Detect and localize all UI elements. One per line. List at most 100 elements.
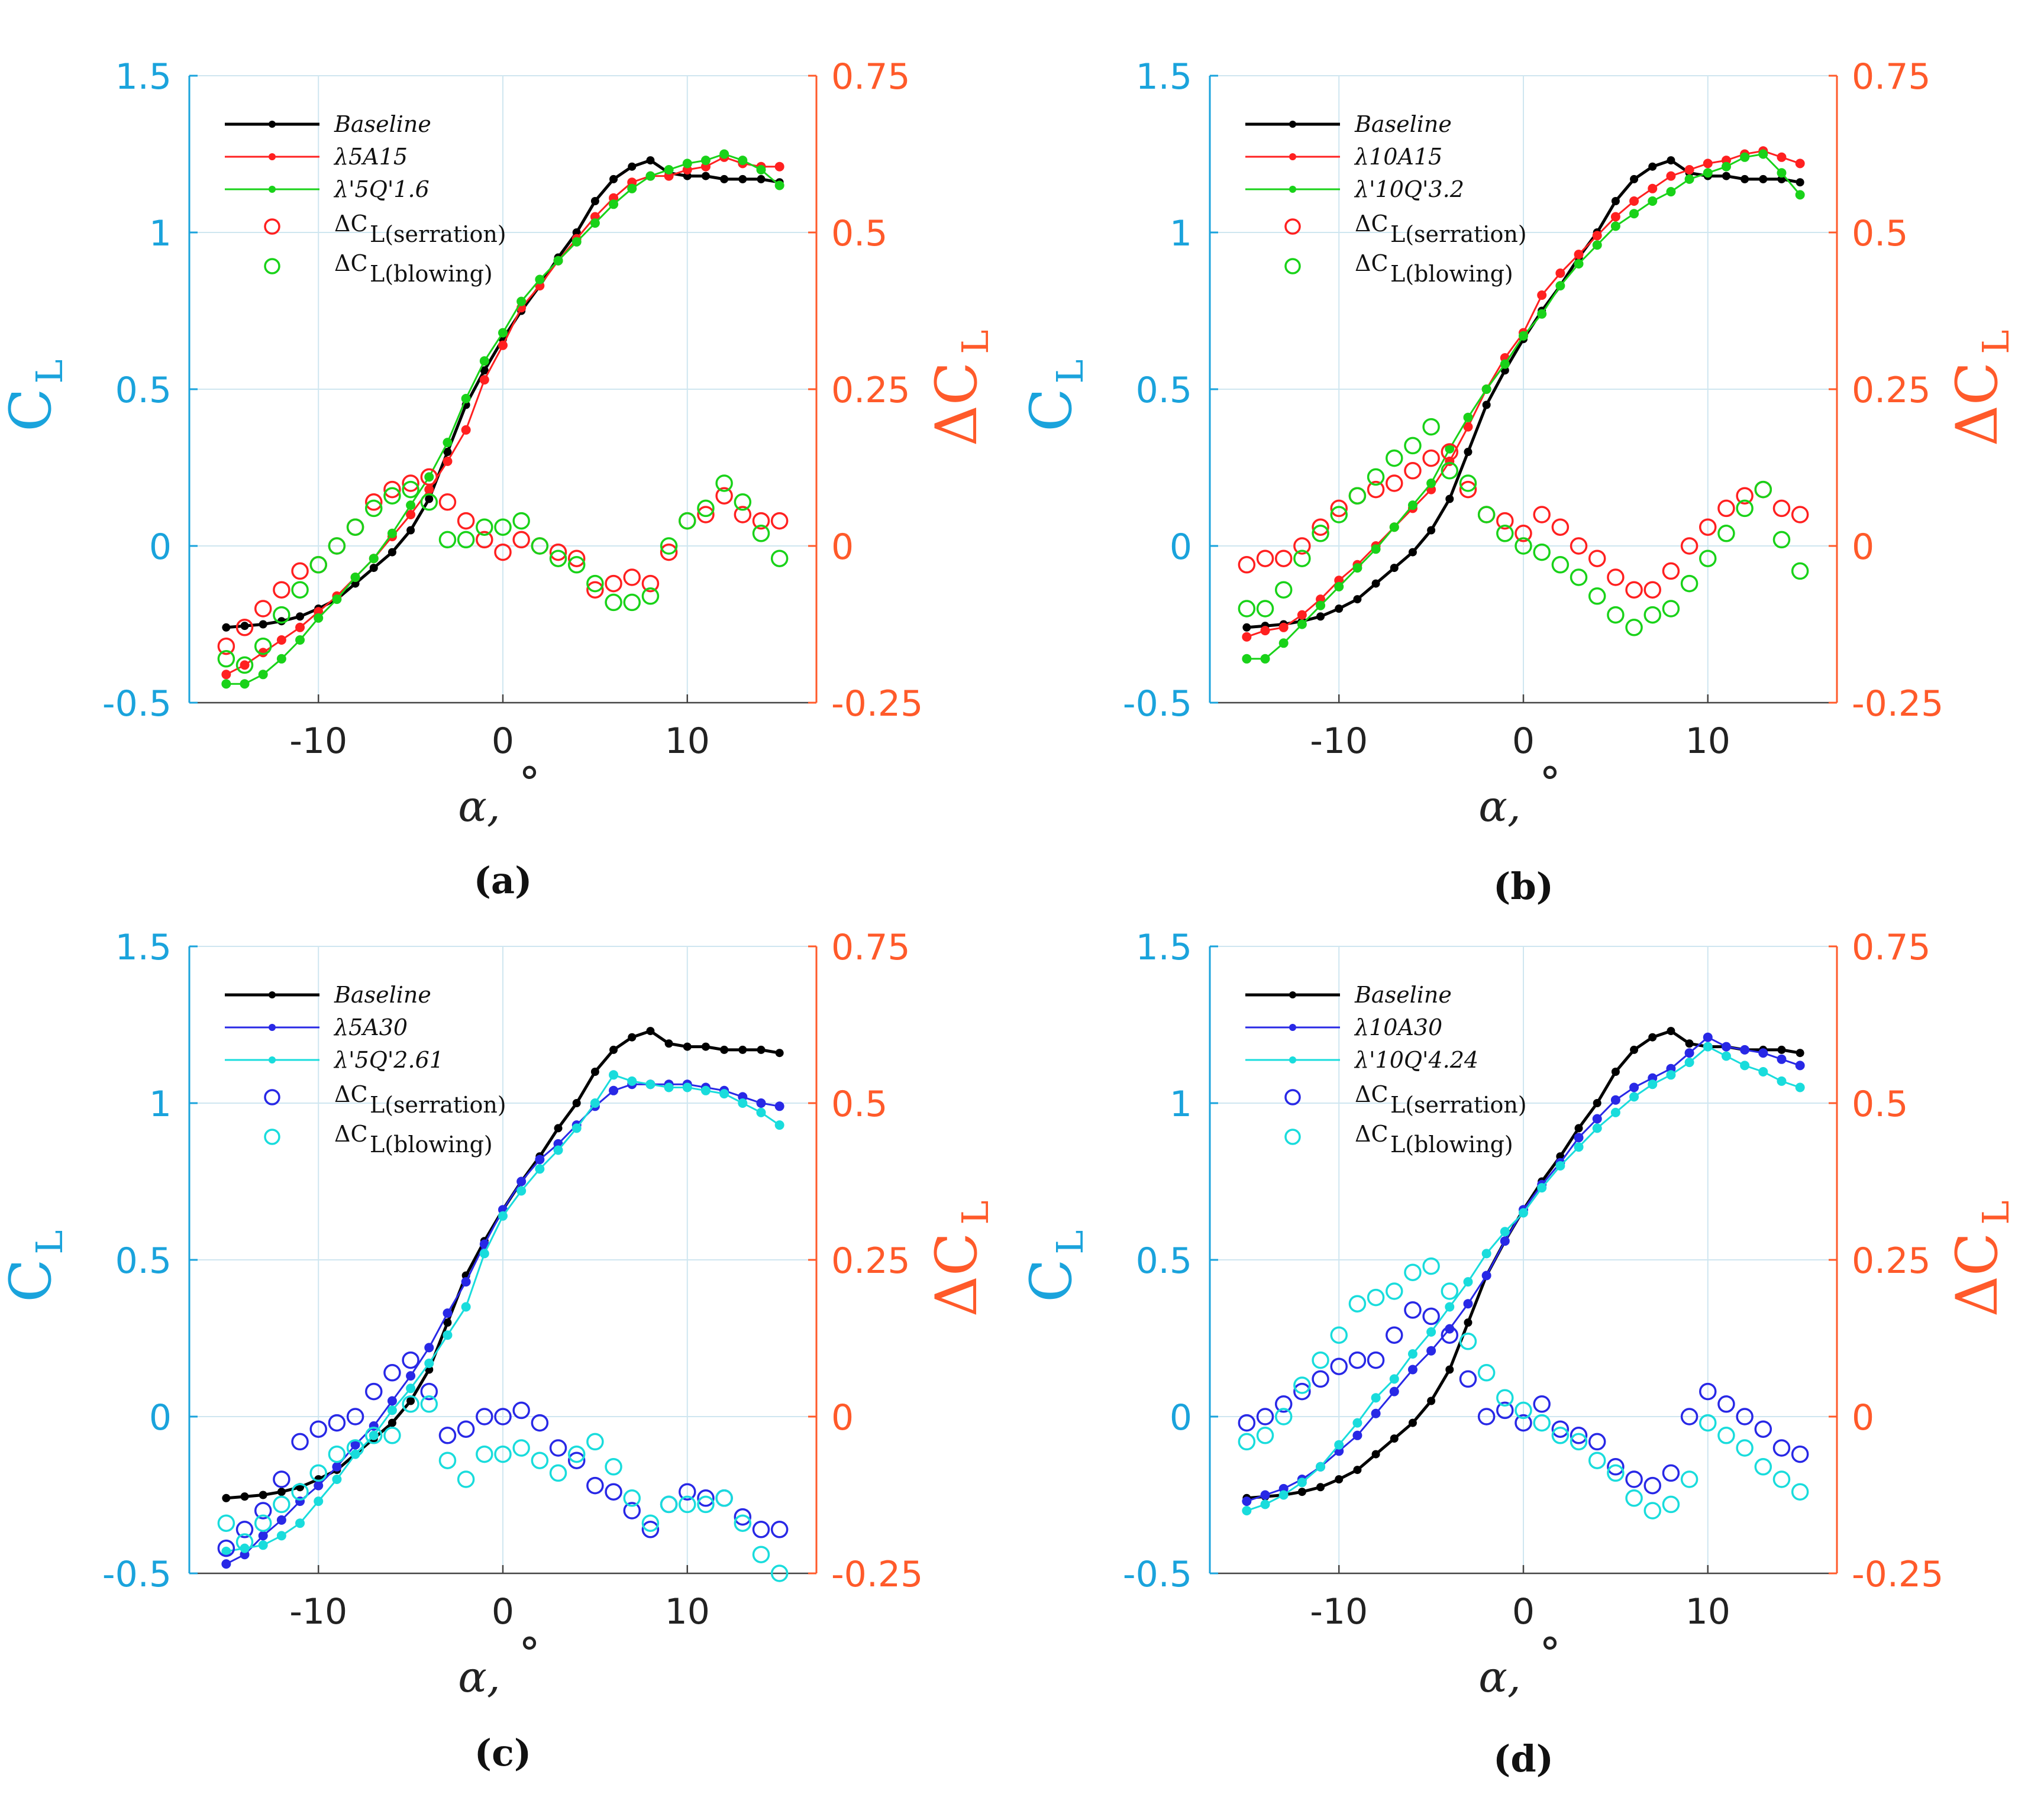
- data-point: [549, 549, 567, 567]
- left-tick-label: -0.5: [102, 1554, 172, 1595]
- data-point: [1759, 174, 1768, 183]
- legend-label: ΔC: [334, 1121, 368, 1147]
- x-tick-label: 10: [665, 720, 710, 762]
- data-point: [1463, 1277, 1473, 1287]
- data-point: [1260, 626, 1270, 636]
- data-point: [1426, 1327, 1436, 1337]
- data-point: [443, 1330, 453, 1340]
- data-point: [1459, 1333, 1477, 1350]
- right-tick-label: 0.75: [831, 56, 910, 98]
- data-point: [1533, 543, 1551, 561]
- data-point: [752, 525, 770, 542]
- legend-swatch-point: [269, 186, 276, 193]
- data-point: [1685, 1039, 1694, 1048]
- data-point: [554, 1124, 563, 1133]
- data-point: [1422, 1307, 1440, 1326]
- data-point: [1754, 480, 1772, 499]
- data-point: [774, 1120, 784, 1130]
- data-point: [276, 1515, 286, 1525]
- legend-label: λ'10Q'4.24: [1354, 1047, 1478, 1073]
- data-point: [1537, 290, 1547, 300]
- data-point: [1256, 549, 1274, 567]
- data-point: [682, 1082, 692, 1092]
- y-axis-left-label: CL: [0, 359, 71, 431]
- data-point: [512, 1401, 530, 1420]
- x-tick-label: 0: [1512, 720, 1535, 762]
- data-point: [1371, 579, 1380, 588]
- data-point: [1592, 231, 1602, 241]
- data-point: [1348, 1351, 1367, 1369]
- data-point: [1335, 1475, 1344, 1483]
- left-tick-labels: 1.5 1 0.5 0 -0.5: [102, 927, 172, 1595]
- data-point: [1736, 1439, 1754, 1457]
- left-tick-label: -0.5: [102, 683, 172, 725]
- data-point: [276, 635, 286, 645]
- data-point: [1551, 518, 1570, 536]
- data-point: [774, 1101, 784, 1111]
- data-point: [425, 494, 434, 503]
- x-axis-label: α, °: [1478, 1628, 1561, 1702]
- right-tick-label: 0.25: [1852, 1240, 1931, 1282]
- data-point: [1555, 268, 1565, 278]
- data-point: [1625, 1489, 1643, 1507]
- data-point: [254, 1514, 272, 1532]
- data-point: [1316, 1483, 1325, 1492]
- data-point: [1680, 537, 1699, 555]
- legend-swatch-marker: [264, 218, 280, 235]
- data-point: [1422, 1257, 1440, 1275]
- data-point: [664, 1039, 673, 1048]
- data-point: [1592, 240, 1602, 250]
- data-point: [679, 512, 696, 530]
- legend-label: ΔC: [334, 1081, 368, 1107]
- data-point: [1537, 1183, 1547, 1193]
- series-4: [1238, 418, 1809, 636]
- right-tick-label: -0.25: [831, 683, 923, 725]
- data-point: [1680, 1470, 1699, 1488]
- data-point: [738, 156, 748, 166]
- data-point: [314, 1480, 324, 1491]
- legend-label: ΔC: [1355, 250, 1389, 276]
- y-axis-left-label-main: C: [0, 1259, 64, 1302]
- data-point: [480, 366, 489, 375]
- legend: Baseline λ10A15 λ'10Q'3.2 ΔC L(serration)ΔC L…: [1245, 111, 1527, 287]
- data-point: [240, 1543, 250, 1553]
- data-point: [1477, 506, 1496, 523]
- data-point: [1740, 1061, 1750, 1071]
- data-point: [1537, 309, 1547, 319]
- data-point: [457, 1470, 475, 1488]
- legend-swatch-point: [1289, 153, 1296, 160]
- data-point: [1386, 474, 1403, 492]
- data-point: [258, 1531, 268, 1541]
- left-tick-label: 1.5: [115, 927, 172, 968]
- legend-swatch-point: [269, 991, 276, 998]
- data-point: [1570, 1427, 1588, 1444]
- data-point: [756, 1098, 766, 1108]
- data-point: [586, 1476, 604, 1495]
- legend-label-sub: L(serration): [1390, 221, 1527, 247]
- legend: Baseline λ5A30 λ'5Q'2.61 ΔC L(serration)ΔC L(…: [225, 982, 506, 1158]
- data-point: [516, 1186, 527, 1196]
- left-tick-label: 0: [149, 526, 172, 568]
- data-point: [734, 1514, 752, 1532]
- data-point: [1684, 165, 1694, 174]
- data-point: [1293, 1376, 1311, 1394]
- data-point: [738, 1045, 747, 1054]
- data-point: [1441, 462, 1459, 480]
- data-point: [1389, 1386, 1399, 1396]
- legend-label: Baseline: [1354, 982, 1452, 1008]
- data-point: [715, 1489, 733, 1507]
- data-point: [235, 656, 254, 674]
- data-point: [479, 1249, 489, 1259]
- right-tick-label: -0.25: [1852, 1554, 1943, 1595]
- data-point: [443, 1308, 453, 1318]
- data-point: [590, 1098, 600, 1108]
- data-point: [383, 1427, 401, 1444]
- x-tick-label: -10: [1310, 720, 1368, 762]
- data-point: [1551, 556, 1570, 574]
- data-point: [1791, 1483, 1809, 1501]
- data-point: [1463, 1299, 1473, 1309]
- data-point: [406, 510, 416, 519]
- right-tick-label: 0.5: [831, 213, 887, 254]
- data-point: [586, 574, 604, 593]
- data-point: [1426, 479, 1436, 488]
